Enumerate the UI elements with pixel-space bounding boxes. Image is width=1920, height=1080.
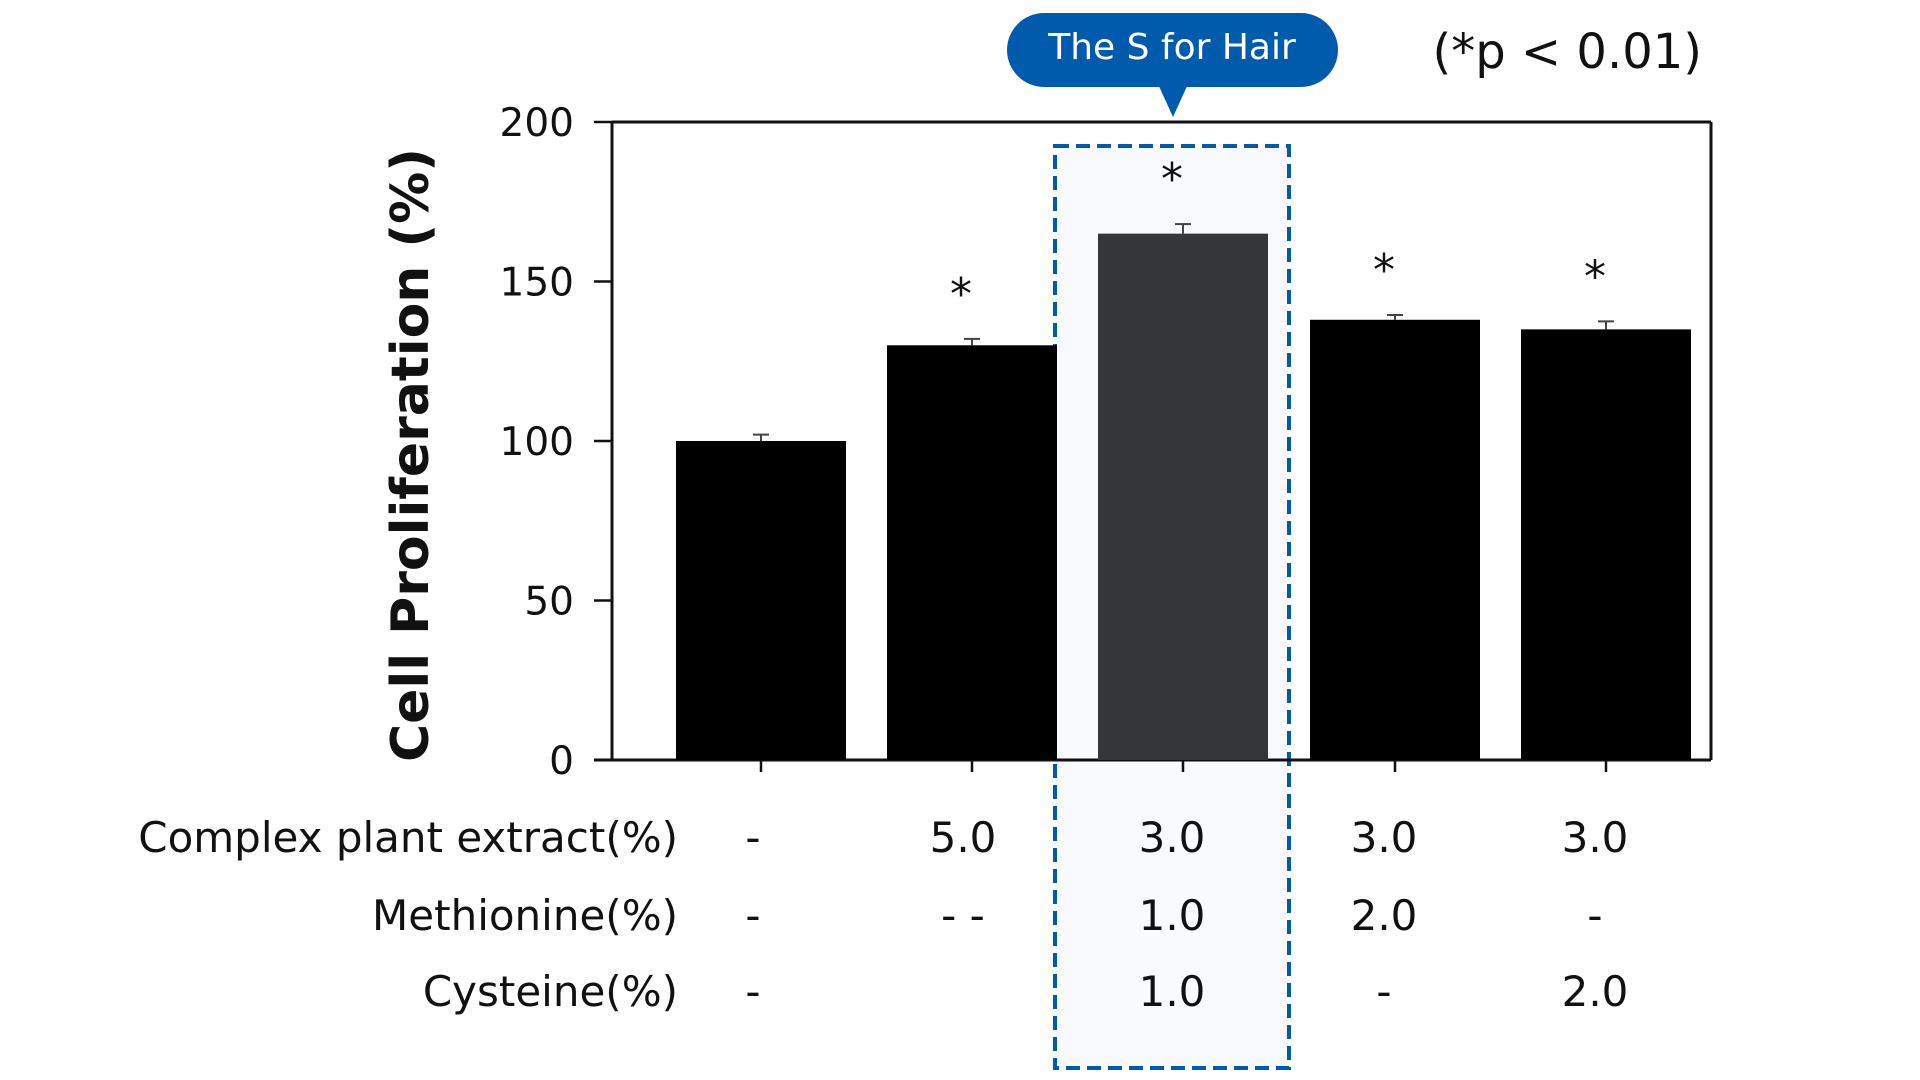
y-tick-label: 150 — [500, 261, 574, 306]
y-axis-title: Cell Proliferation (%) — [381, 148, 441, 762]
bar — [1521, 329, 1691, 760]
y-tick-label: 0 — [549, 739, 574, 784]
table-cell: 2.0 — [1562, 967, 1629, 1016]
significance-marker: * — [950, 269, 972, 320]
callout-pointer — [1158, 84, 1188, 117]
y-tick-label: 50 — [524, 580, 574, 625]
table-cell: 1.0 — [1139, 967, 1206, 1016]
table-row-label: Cysteine(%) — [423, 967, 678, 1016]
callout-label: The S for Hair — [1047, 27, 1296, 68]
bar — [676, 441, 846, 760]
callout-badge: The S for Hair — [1007, 13, 1338, 117]
bars: * * * * — [676, 154, 1691, 760]
table-cell: - - — [941, 891, 985, 940]
table-cell: 3.0 — [1139, 813, 1206, 862]
table-cell: - — [1376, 967, 1391, 1016]
callout-bubble — [1007, 13, 1338, 87]
table-cell: 2.0 — [1351, 891, 1418, 940]
bar — [1310, 319, 1480, 760]
table-cell: 3.0 — [1562, 813, 1629, 862]
table-cell: 3.0 — [1351, 813, 1418, 862]
bar — [887, 345, 1057, 760]
x-ticks — [759, 760, 1608, 772]
significance-marker: * — [1373, 245, 1395, 296]
table-row-label: Complex plant extract(%) — [138, 813, 678, 862]
table-cell: - — [1587, 891, 1602, 940]
y-ticks: 0 50 100 150 200 — [500, 101, 612, 784]
y-tick-label: 200 — [500, 101, 574, 146]
bar — [1098, 233, 1268, 760]
composition-table: Complex plant extract(%) - 5.0 3.0 3.0 3.0 Met… — [138, 813, 1628, 1016]
table-cell: - — [745, 967, 760, 1016]
table-cell: 5.0 — [930, 813, 997, 862]
y-tick-label: 100 — [500, 420, 574, 465]
significance-marker: * — [1584, 251, 1606, 302]
table-cell: 1.0 — [1139, 891, 1206, 940]
table-row-label: Methionine(%) — [372, 891, 678, 940]
table-cell: - — [745, 813, 760, 862]
table-cell: - — [745, 891, 760, 940]
significance-marker: * — [1161, 154, 1183, 205]
significance-note: (*p < 0.01) — [1432, 24, 1702, 80]
